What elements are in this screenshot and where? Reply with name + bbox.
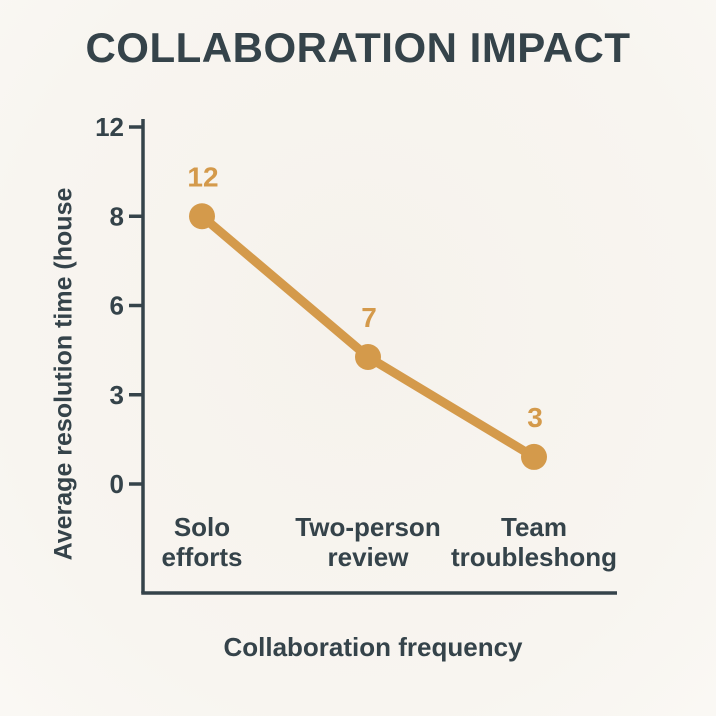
x-category-label: review [328,542,410,572]
x-category-label: troubleshong [451,542,617,572]
data-point-label: 3 [527,402,543,433]
x-category-label: Solo [174,512,230,542]
data-point-label: 12 [187,161,218,192]
data-point [355,343,381,370]
y-tick-label: 3 [110,380,124,410]
x-category-label: efforts [162,542,243,572]
data-point [189,203,215,230]
data-point [521,443,547,470]
y-tick-label: 8 [110,201,124,231]
y-tick-label: 0 [110,469,124,499]
x-category-label: Two-person [295,512,440,542]
y-tick-label: 12 [95,112,124,142]
data-line [197,211,539,462]
data-point-label: 7 [361,302,377,333]
x-axis-title: Collaboration frequency [223,632,523,662]
x-category-label: Team [501,512,567,542]
y-tick-label: 6 [110,291,124,321]
chart-title: COLLABORATION IMPACT [85,24,631,71]
